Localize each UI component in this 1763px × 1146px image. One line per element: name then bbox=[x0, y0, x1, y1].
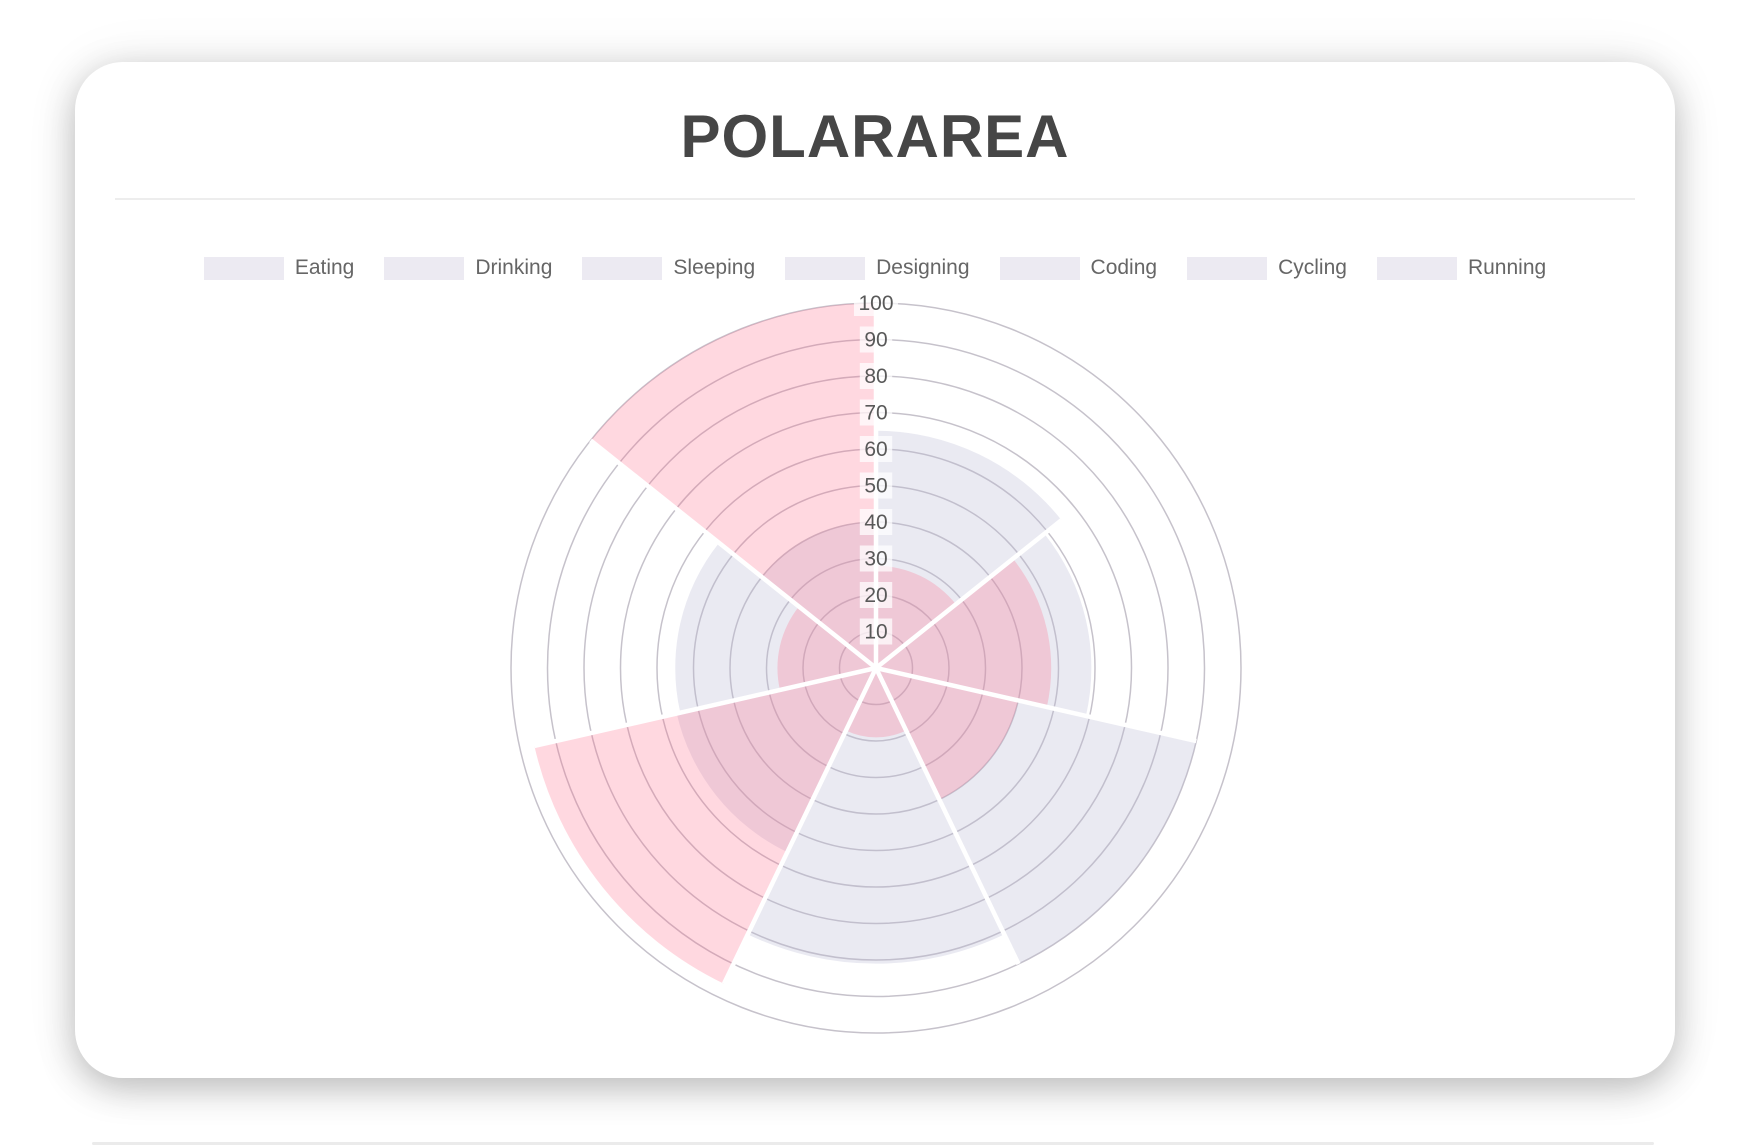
tick-backdrop-20 bbox=[859, 582, 893, 608]
tick-backdrop-80 bbox=[859, 363, 893, 389]
wedge-drinking-pink-series[interactable] bbox=[876, 558, 1052, 707]
sector-border bbox=[589, 438, 878, 670]
wedge-designing-pink-series[interactable] bbox=[845, 668, 907, 738]
axis-ticks: 10 20 30 40 50 60 70 80 90 100 bbox=[853, 290, 899, 645]
page-title: POLARAREA bbox=[680, 103, 1070, 170]
wedge-cycling-gray-series[interactable] bbox=[675, 542, 876, 713]
tick-label-80: 80 bbox=[864, 365, 887, 388]
sector-border bbox=[875, 665, 1197, 744]
wedge-sleeping-pink-series[interactable] bbox=[876, 668, 1019, 800]
chart-legend: Eating Drinking Sleeping Designing Coding Cyc… bbox=[75, 256, 1675, 280]
tick-label-50: 50 bbox=[864, 475, 887, 498]
legend-item-running[interactable]: Running bbox=[1376, 256, 1547, 280]
legend-swatch bbox=[384, 256, 465, 280]
series-gray-series bbox=[675, 430, 1197, 964]
wedge-designing-gray-series[interactable] bbox=[747, 668, 1005, 964]
legend-item-coding[interactable]: Coding bbox=[999, 256, 1158, 280]
sector-border bbox=[533, 665, 877, 749]
title-divider bbox=[115, 198, 1635, 200]
tick-backdrop-70 bbox=[859, 399, 893, 426]
sector-border bbox=[721, 667, 879, 985]
legend-item-label: Running bbox=[1467, 256, 1547, 279]
tick-backdrop-40 bbox=[859, 509, 893, 535]
sector-border bbox=[873, 667, 1021, 965]
legend-swatch bbox=[999, 256, 1080, 280]
tick-label-20: 20 bbox=[864, 584, 887, 607]
tick-label-30: 30 bbox=[864, 548, 887, 571]
legend-item-label: Cycling bbox=[1278, 256, 1347, 279]
polar-area-chart: 10 20 30 40 50 60 70 80 90 100 bbox=[510, 290, 1242, 1034]
sector-borders bbox=[533, 303, 1197, 985]
tick-backdrop-100 bbox=[853, 290, 899, 316]
tick-label-10: 10 bbox=[864, 621, 887, 644]
wedge-eating-gray-series[interactable] bbox=[876, 430, 1062, 668]
legend-item-label: Drinking bbox=[475, 256, 553, 279]
series-pink-series bbox=[534, 303, 1052, 984]
tick-backdrop-90 bbox=[859, 326, 893, 353]
wedge-drinking-gray-series[interactable] bbox=[876, 533, 1092, 716]
legend-swatch bbox=[1187, 256, 1268, 280]
tick-backdrop-30 bbox=[859, 545, 893, 572]
wedge-cycling-pink-series[interactable] bbox=[777, 606, 876, 690]
legend-item-cycling[interactable]: Cycling bbox=[1187, 256, 1347, 280]
legend-swatch bbox=[1376, 256, 1457, 280]
wedge-running-pink-series[interactable] bbox=[590, 303, 876, 668]
wedge-sleeping-gray-series[interactable] bbox=[876, 668, 1197, 964]
tick-label-60: 60 bbox=[864, 438, 887, 461]
legend-swatch bbox=[785, 256, 866, 280]
wedge-coding-gray-series[interactable] bbox=[676, 668, 876, 853]
legend-swatch bbox=[582, 256, 663, 280]
legend-swatch bbox=[203, 256, 284, 280]
legend-item-drinking[interactable]: Drinking bbox=[384, 256, 552, 280]
legend-item-eating[interactable]: Eating bbox=[203, 256, 355, 280]
wedge-coding-pink-series[interactable] bbox=[534, 668, 876, 984]
tick-label-70: 70 bbox=[864, 402, 887, 425]
next-card-top-edge bbox=[92, 1142, 1654, 1145]
legend-item-sleeping[interactable]: Sleeping bbox=[582, 256, 755, 280]
legend-item-label: Sleeping bbox=[673, 256, 756, 279]
legend-item-label: Coding bbox=[1090, 256, 1158, 279]
tick-label-100: 100 bbox=[858, 292, 893, 315]
wedge-eating-pink-series[interactable] bbox=[876, 565, 956, 668]
tick-backdrop-60 bbox=[859, 436, 893, 462]
legend-item-label: Designing bbox=[876, 256, 970, 279]
sector-border bbox=[874, 518, 1063, 670]
chart-card: POLARAREA Eating Drinking Sleeping Designin… bbox=[75, 62, 1675, 1078]
tick-backdrop-50 bbox=[859, 472, 893, 499]
tick-label-40: 40 bbox=[864, 511, 887, 534]
tick-backdrop-10 bbox=[859, 618, 893, 645]
legend-item-designing[interactable]: Designing bbox=[785, 256, 970, 280]
tick-label-90: 90 bbox=[864, 329, 887, 352]
legend-item-label: Eating bbox=[294, 256, 355, 279]
wedge-running-gray-series[interactable] bbox=[761, 522, 876, 668]
